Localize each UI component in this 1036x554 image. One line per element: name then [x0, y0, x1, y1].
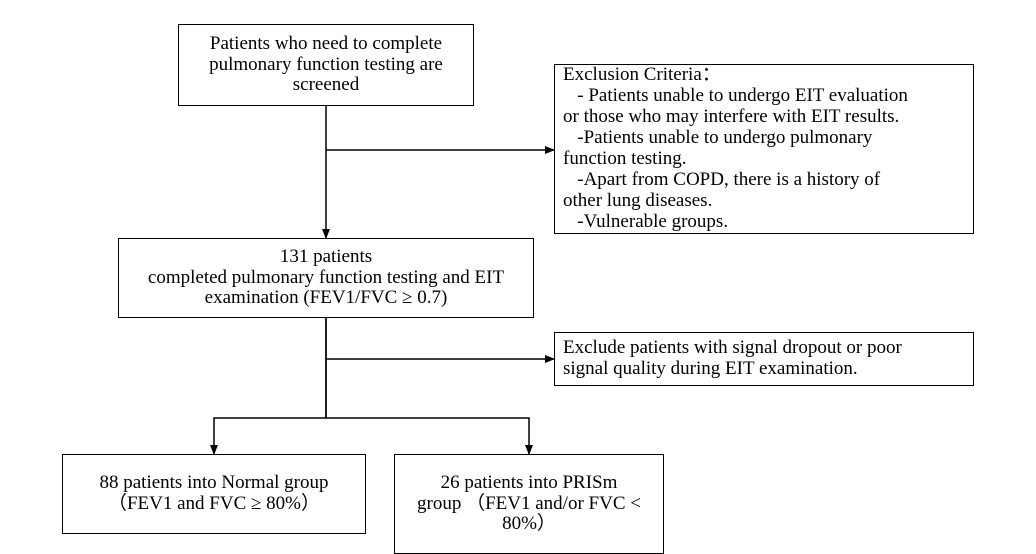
- flow-node-normal: 88 patients into Normal group（FEV1 and F…: [62, 454, 366, 534]
- flow-node-text: function testing.: [563, 149, 965, 170]
- flow-node-text: -Vulnerable groups.: [563, 212, 965, 233]
- flow-node-prism: 26 patients into PRISmgroup （FEV1 and/or…: [394, 454, 664, 554]
- flow-node-text: other lung diseases.: [563, 191, 965, 212]
- flow-edge-completed-to-prism: [326, 318, 529, 454]
- flow-node-text: signal quality during EIT examination.: [563, 359, 965, 380]
- flow-node-text: examination (FEV1/FVC ≥ 0.7): [127, 288, 525, 309]
- flowchart-canvas: Patients who need to completepulmonary f…: [0, 0, 1036, 554]
- flow-node-completed: 131 patientscompleted pulmonary function…: [118, 238, 534, 318]
- flow-node-text: Patients who need to complete: [187, 34, 465, 55]
- flow-node-text: pulmonary function testing are: [187, 55, 465, 76]
- flow-node-text: -Patients unable to undergo pulmonary: [563, 128, 965, 149]
- flow-node-text: -Apart from COPD, there is a history of: [563, 170, 965, 191]
- flow-node-text: - Patients unable to undergo EIT evaluat…: [563, 86, 965, 107]
- flow-node-text: 88 patients into Normal group: [71, 473, 357, 494]
- flow-node-text: screened: [187, 75, 465, 96]
- flow-node-text: （FEV1 and FVC ≥ 80%）: [71, 494, 357, 515]
- flow-node-text: Exclusion Criteria：: [563, 65, 965, 86]
- flow-node-exclusion: Exclusion Criteria： - Patients unable to…: [554, 64, 974, 234]
- flow-node-signal: Exclude patients with signal dropout or …: [554, 332, 974, 386]
- flow-node-text: or those who may interfere with EIT resu…: [563, 107, 965, 128]
- flow-node-text: 26 patients into PRISm: [403, 473, 655, 494]
- flow-node-text: Exclude patients with signal dropout or …: [563, 338, 965, 359]
- flow-node-text: 131 patients: [127, 247, 525, 268]
- flow-node-screened: Patients who need to completepulmonary f…: [178, 24, 474, 106]
- flow-node-text: 80%）: [403, 514, 655, 535]
- flow-node-text: group （FEV1 and/or FVC <: [403, 494, 655, 515]
- flow-node-text: completed pulmonary function testing and…: [127, 268, 525, 289]
- flow-edge-completed-to-normal: [214, 318, 326, 454]
